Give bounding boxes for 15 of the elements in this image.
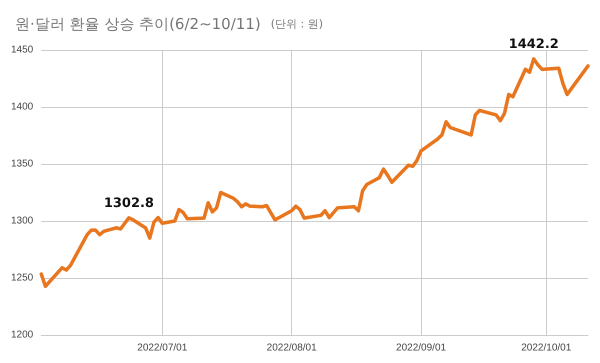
y-tick-label: 1300: [10, 216, 34, 226]
annotation: 1302.8: [104, 196, 154, 211]
x-tick-label: 2022/08/01: [266, 342, 318, 354]
annotation: 1442.2: [508, 36, 559, 52]
line-series: [39, 57, 590, 288]
y-tick-label: 1350: [10, 158, 34, 170]
y-tick-label: 1200: [10, 330, 34, 340]
x-tick-label: 2022/10/01: [521, 342, 572, 354]
y-tick-label: 1450: [10, 44, 34, 56]
chart-subtitle: (단위 : 원): [270, 18, 324, 30]
x-tick-label: 2022/07/01: [137, 342, 188, 354]
y-tick-label: 1250: [10, 272, 34, 284]
y-tick-label: 1400: [10, 102, 34, 112]
x-tick-label: 2022/09/01: [396, 342, 447, 354]
chart-title: 원·달러 환율 상승 추이(6/2~10/11): [15, 15, 261, 33]
